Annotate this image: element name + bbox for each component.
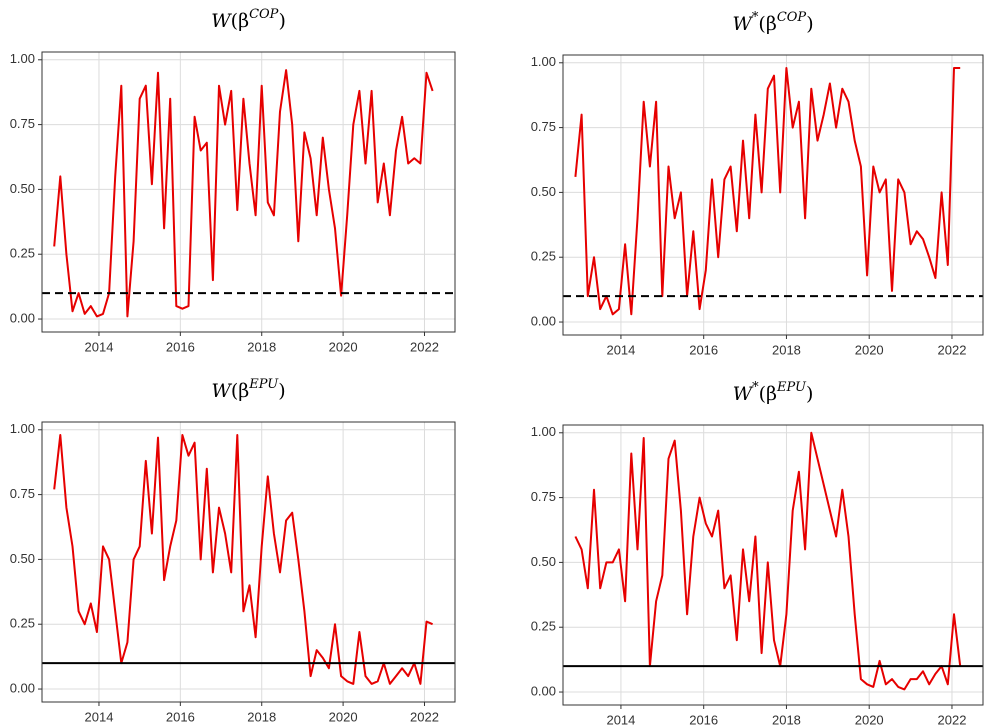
y-tick-label: 0.50 — [10, 181, 35, 196]
title-part: (β — [759, 383, 777, 405]
y-tick-label: 0.50 — [531, 184, 556, 199]
y-tick-label: 0.00 — [531, 683, 556, 698]
title-part: ) — [806, 383, 813, 405]
title-part: W — [211, 380, 232, 402]
plot-border — [562, 424, 984, 706]
y-tick-label: 0.25 — [531, 619, 556, 634]
x-tick-label: 2018 — [247, 709, 276, 724]
x-tick-label: 2016 — [166, 709, 195, 724]
x-tick-label: 2020 — [329, 339, 358, 354]
plot-border — [41, 51, 456, 333]
x-tick-label: 2016 — [689, 712, 718, 727]
plot-border — [562, 54, 984, 336]
y-tick-label: 1.00 — [531, 424, 556, 439]
x-tick-label: 2018 — [772, 712, 801, 727]
y-tick-label: 0.00 — [10, 680, 35, 695]
data-line — [53, 69, 434, 318]
x-tick-label: 2022 — [938, 342, 967, 357]
y-tick-label: 0.50 — [10, 551, 35, 566]
title-part: (β — [231, 10, 249, 32]
x-tick-label: 2018 — [772, 342, 801, 357]
y-tick-label: 0.25 — [10, 616, 35, 631]
x-tick-label: 2014 — [85, 339, 114, 354]
x-tick-label: 2016 — [689, 342, 718, 357]
data-line — [53, 434, 433, 685]
x-tick-label: 2014 — [606, 342, 635, 357]
x-tick-label: 2022 — [410, 709, 439, 724]
panel-title: W*(βCOP) — [732, 10, 813, 35]
title-part: EPU — [776, 380, 807, 395]
x-tick-label: 2018 — [247, 339, 276, 354]
x-tick-label: 2022 — [410, 339, 439, 354]
x-tick-label: 2022 — [938, 712, 967, 727]
panel: W(βCOP) 0.00 0.25 0.50 0.75 1.00 2014 2016 2018 2… — [10, 7, 456, 354]
x-tick-label: 2020 — [855, 342, 884, 357]
plot-background — [563, 55, 983, 335]
panel-title: W(βEPU) — [211, 377, 285, 402]
y-tick-label: 0.25 — [531, 249, 556, 264]
y-tick-label: 0.00 — [10, 310, 35, 325]
panel-title: W(βCOP) — [211, 7, 286, 32]
title-part: COP — [249, 7, 279, 22]
y-tick-label: 0.25 — [10, 246, 35, 261]
title-part: (β — [231, 380, 249, 402]
y-tick-label: 0.00 — [531, 313, 556, 328]
y-tick-label: 0.75 — [531, 119, 556, 134]
title-part: ) — [806, 13, 813, 35]
panel-title: W*(βEPU) — [733, 380, 814, 405]
y-tick-label: 0.75 — [10, 116, 35, 131]
panel: W*(βEPU) 0.00 0.25 0.50 0.75 1.00 2014 2016 2018… — [531, 380, 984, 727]
title-part: W — [732, 13, 753, 35]
title-part: COP — [777, 10, 807, 25]
x-tick-label: 2016 — [166, 339, 195, 354]
plot-background — [42, 422, 455, 702]
y-tick-label: 0.75 — [10, 486, 35, 501]
y-tick-label: 0.75 — [531, 489, 556, 504]
panel: W(βEPU) 0.00 0.25 0.50 0.75 1.00 2014 2016 2018 2… — [10, 377, 456, 724]
x-tick-label: 2020 — [329, 709, 358, 724]
title-part: ) — [278, 10, 285, 32]
panel: W*(βCOP) 0.00 0.25 0.50 0.75 1.00 2014 2016 2018… — [531, 10, 984, 357]
title-part: W — [211, 10, 232, 32]
title-part: * — [752, 380, 759, 395]
title-part: (β — [758, 13, 776, 35]
data-line — [574, 431, 962, 691]
title-part: EPU — [248, 377, 279, 392]
data-line — [574, 67, 961, 316]
y-tick-label: 0.50 — [531, 554, 556, 569]
y-tick-label: 1.00 — [10, 51, 35, 66]
plot-border — [41, 421, 456, 703]
y-tick-label: 1.00 — [531, 54, 556, 69]
title-part: ) — [278, 380, 285, 402]
x-tick-label: 2020 — [855, 712, 884, 727]
title-part: W — [733, 383, 754, 405]
title-part: * — [752, 10, 759, 25]
x-tick-label: 2014 — [85, 709, 114, 724]
x-tick-label: 2014 — [606, 712, 635, 727]
y-tick-label: 1.00 — [10, 421, 35, 436]
